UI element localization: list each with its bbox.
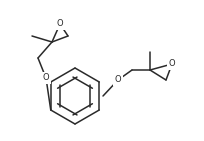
Text: O: O [115, 75, 121, 84]
Text: O: O [57, 19, 63, 28]
Text: O: O [169, 60, 175, 69]
Text: O: O [43, 73, 49, 82]
